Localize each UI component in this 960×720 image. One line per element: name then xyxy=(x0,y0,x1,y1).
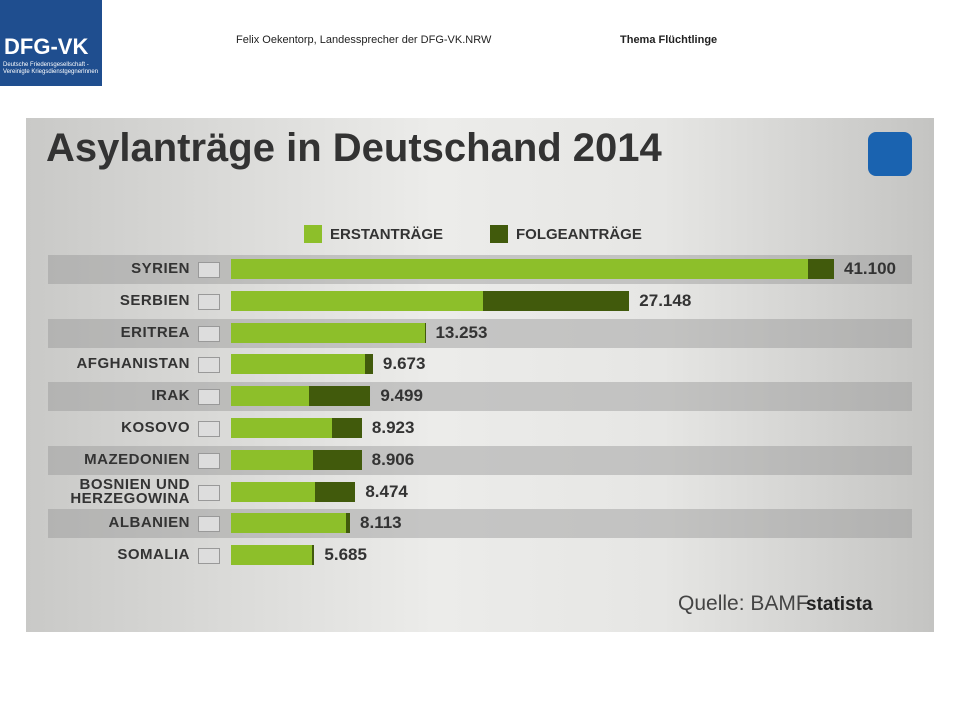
legend-swatch xyxy=(490,225,508,243)
flag xyxy=(198,516,220,533)
flag xyxy=(198,293,220,310)
flag xyxy=(198,484,220,501)
bar-segment xyxy=(424,322,426,343)
total-label: 8.923 xyxy=(371,418,415,437)
category-label: BOSNIEN UND HERZEGOWINA xyxy=(70,475,190,507)
total-label: 41.100 xyxy=(844,259,896,278)
flag xyxy=(198,389,220,406)
bar-segment xyxy=(231,386,310,407)
legend-label: FOLGEANTRÄGE xyxy=(516,226,642,243)
bar-segment xyxy=(231,449,314,470)
flag xyxy=(198,548,220,565)
bar-segment xyxy=(482,290,630,311)
bar-segment xyxy=(231,354,365,375)
category-label: SOMALIA xyxy=(117,546,190,564)
flag xyxy=(198,421,220,437)
flag xyxy=(198,262,220,278)
logo: DFG-VK Deutsche Friedensgesellschaft - V… xyxy=(0,0,102,86)
bar-segment xyxy=(309,386,371,407)
bar-segment xyxy=(231,259,809,279)
total-label: 13.253 xyxy=(435,322,488,342)
bar-segment xyxy=(364,354,373,375)
bar-segment xyxy=(808,259,834,279)
total-label: 9.673 xyxy=(382,354,426,374)
legend-label: ERSTANTRÄGE xyxy=(330,226,444,243)
category-label: KOSOVO xyxy=(121,419,190,436)
brand: statista xyxy=(806,594,873,615)
total-label: 5.685 xyxy=(324,545,367,565)
flag xyxy=(198,357,220,374)
row-band xyxy=(48,509,912,539)
author: Felix Oekentorp, Landessprecher der DFG-… xyxy=(236,34,492,46)
bar-segment xyxy=(231,290,483,311)
total-label: 8.113 xyxy=(360,513,402,533)
topic: Thema Flüchtlinge xyxy=(620,34,718,46)
flag xyxy=(198,325,220,342)
bar-segment xyxy=(231,545,313,566)
category-label: SYRIEN xyxy=(131,260,190,277)
total-label: 9.499 xyxy=(380,386,423,406)
row-band xyxy=(48,445,912,475)
bar-segment xyxy=(312,545,315,566)
row-band xyxy=(48,318,912,348)
category-label: AFGHANISTAN xyxy=(76,355,190,373)
flag xyxy=(198,452,220,469)
chart-title: Asylanträge in Deutschand 2014 xyxy=(46,126,662,170)
bar-segment xyxy=(346,513,351,534)
bar-segment xyxy=(231,513,347,534)
bar-segment xyxy=(313,449,362,470)
bar-segment xyxy=(314,481,356,502)
row-band xyxy=(48,382,912,412)
total-label: 8.474 xyxy=(365,481,408,501)
legend-swatch xyxy=(304,225,322,243)
total-label: 27.148 xyxy=(639,290,692,310)
bar-segment xyxy=(332,418,362,438)
category-label: MAZEDONIEN xyxy=(84,450,190,468)
chart: Asylanträge in Deutschand 2014 Quelle: B… xyxy=(26,118,934,632)
source: Quelle: BAMF xyxy=(678,592,809,615)
category-label: ALBANIEN xyxy=(108,514,190,532)
bar-segment xyxy=(231,481,315,502)
category-label: IRAK xyxy=(151,387,190,405)
bar-segment xyxy=(231,418,333,438)
tv-logo xyxy=(868,132,912,176)
total-label: 8.906 xyxy=(371,449,415,469)
category-label: ERITREA xyxy=(120,323,190,341)
category-label: SERBIEN xyxy=(119,291,190,309)
bar-segment xyxy=(231,322,425,343)
logo-subtitle: Deutsche Friedensgesellschaft - Vereinig… xyxy=(3,62,99,75)
logo-text: DFG-VK xyxy=(4,34,89,59)
